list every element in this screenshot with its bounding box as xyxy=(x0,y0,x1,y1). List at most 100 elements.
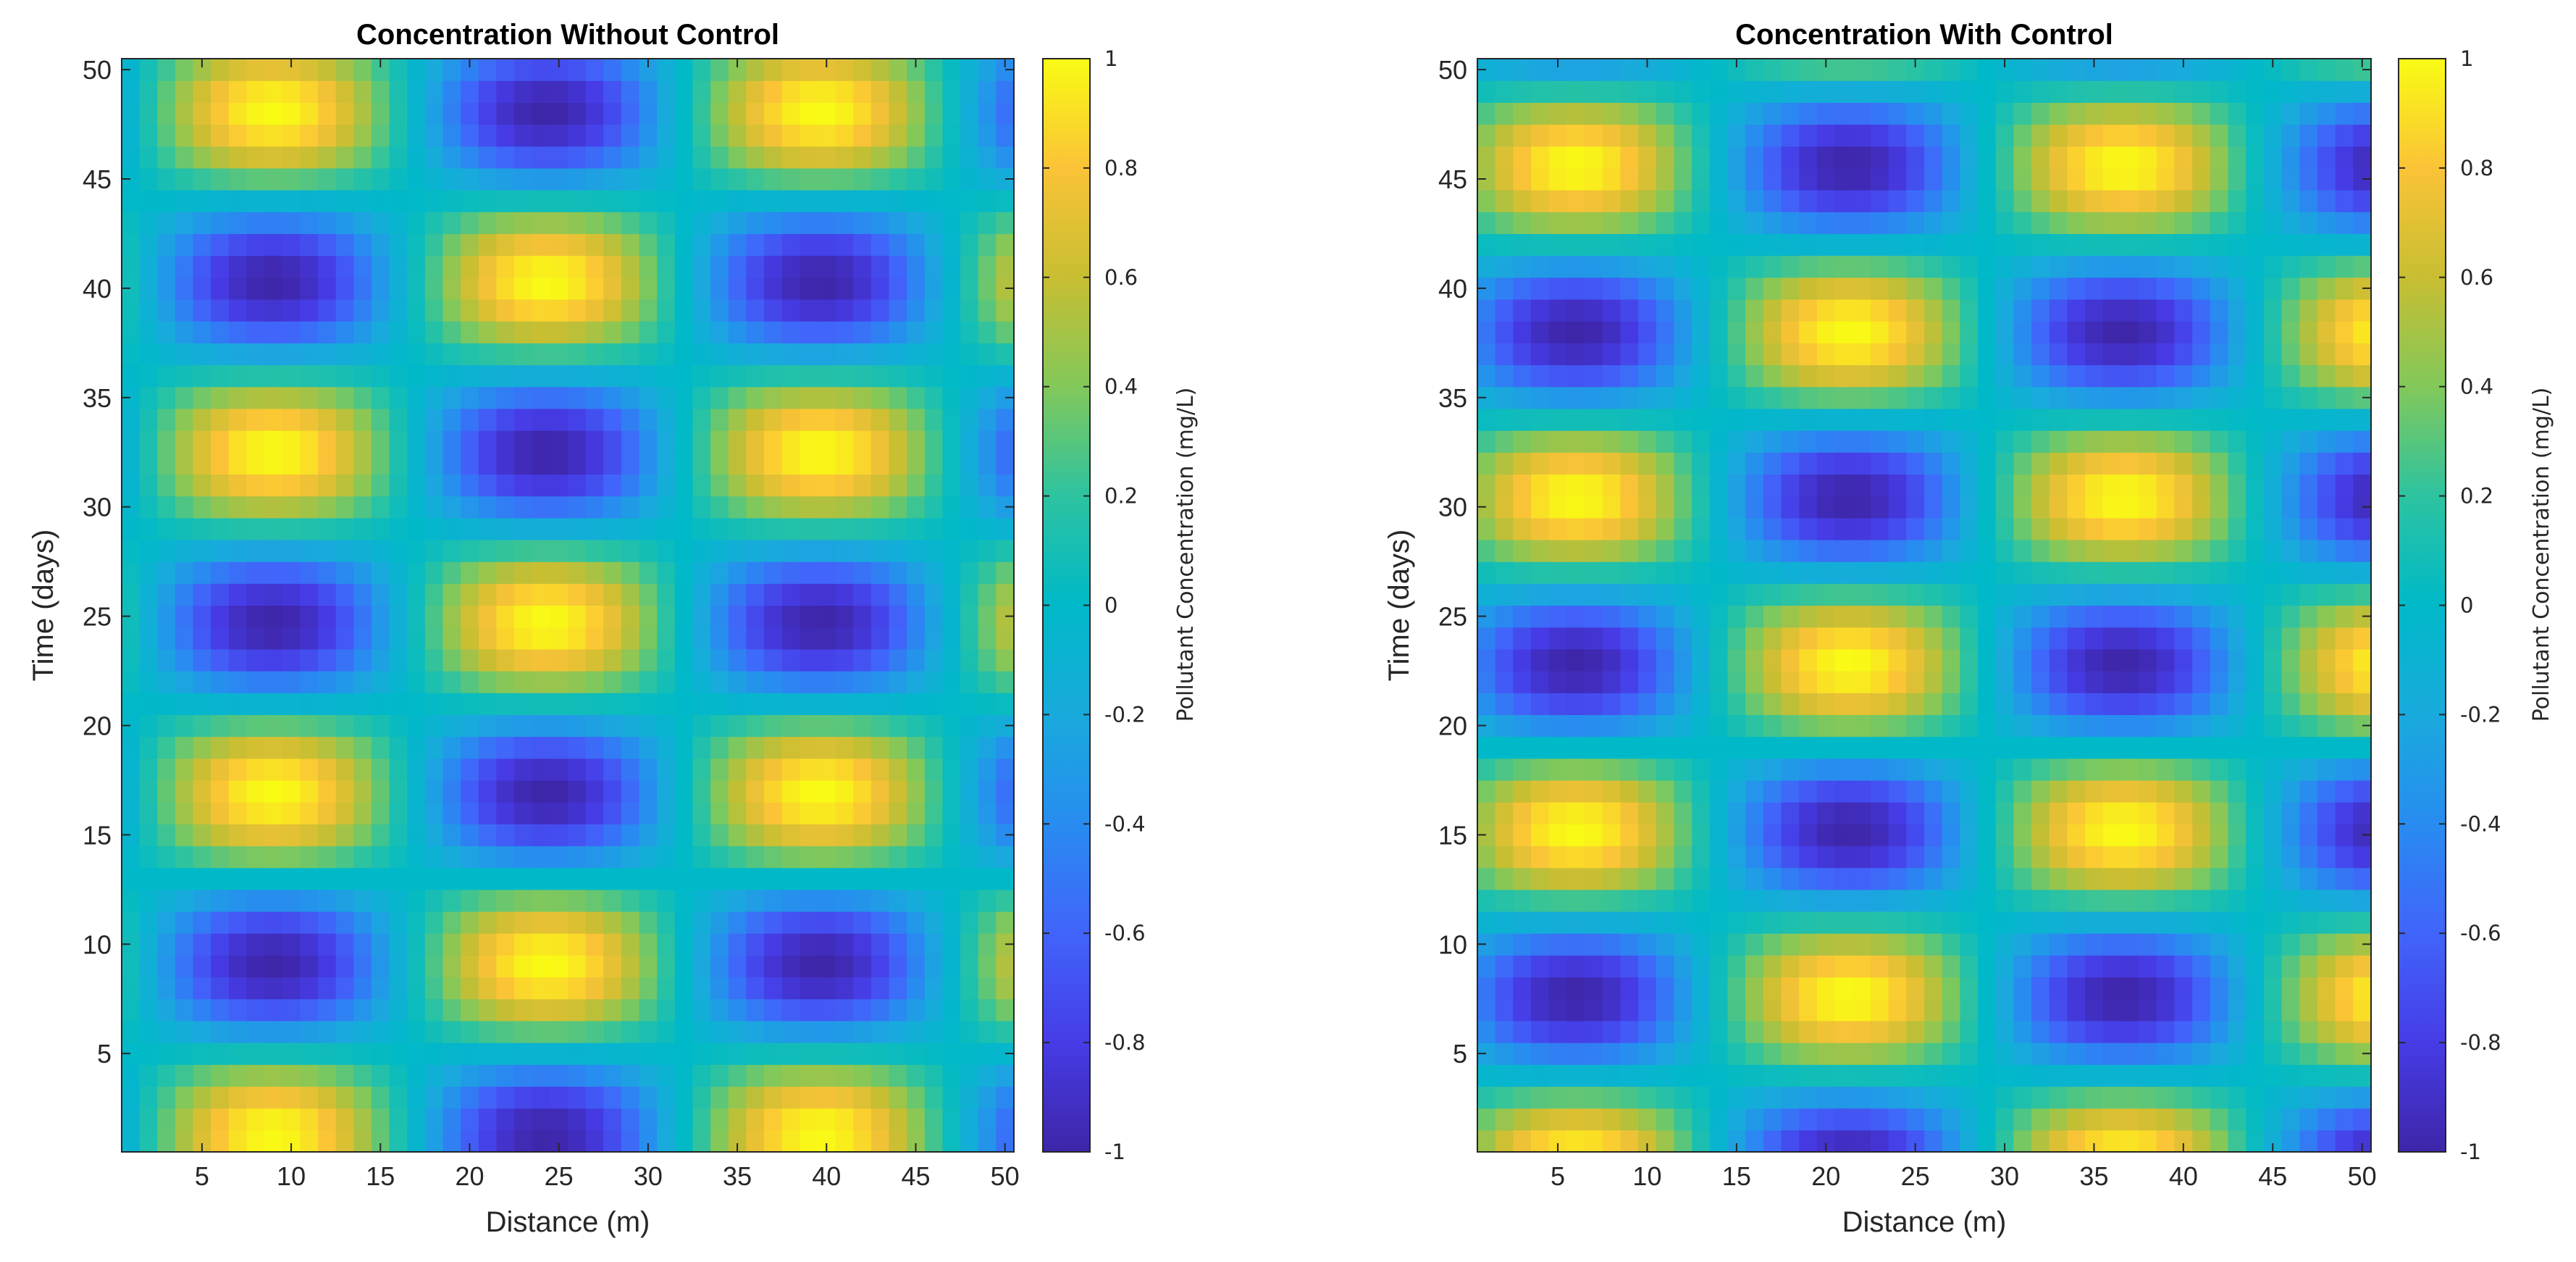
heatmap-cell xyxy=(2067,1129,2086,1153)
heatmap-cell xyxy=(550,824,569,847)
heatmap-cell xyxy=(2013,648,2032,672)
heatmap-cell xyxy=(674,539,694,562)
heatmap-cell xyxy=(1531,233,1550,256)
heatmap-cell xyxy=(1995,911,2014,934)
heatmap-cell xyxy=(1513,386,1532,409)
heatmap-cell xyxy=(478,343,498,366)
heatmap-cell xyxy=(335,977,354,1000)
heatmap-cell xyxy=(764,364,783,388)
heatmap-cell xyxy=(853,977,872,1000)
heatmap-cell xyxy=(1763,1108,1782,1131)
heatmap-cell xyxy=(514,343,533,366)
heatmap-cell xyxy=(942,124,961,147)
heatmap-cell xyxy=(2013,59,2032,81)
heatmap-cell xyxy=(532,802,550,824)
heatmap-cell xyxy=(2049,583,2068,606)
heatmap-cell xyxy=(335,889,354,912)
heatmap-cell xyxy=(800,80,818,103)
heatmap-cell xyxy=(889,1020,907,1043)
heatmap-cell xyxy=(1834,102,1853,125)
heatmap-cell xyxy=(1656,124,1675,147)
heatmap-cell xyxy=(139,867,158,890)
heatmap-cell xyxy=(1692,1020,1711,1043)
heatmap-cell xyxy=(550,539,569,562)
heatmap-cell xyxy=(1816,496,1836,519)
heatmap-cell xyxy=(300,605,319,628)
heatmap-cell xyxy=(389,977,408,1000)
heatmap-cell xyxy=(1548,539,1567,562)
heatmap-cell xyxy=(2210,255,2229,278)
heatmap-cell xyxy=(1995,693,2014,715)
heatmap-cell xyxy=(461,933,479,956)
heatmap-cell xyxy=(300,998,319,1021)
heatmap-cell xyxy=(1566,583,1585,606)
heatmap-cell xyxy=(603,212,622,235)
heatmap-cell xyxy=(514,1086,533,1109)
heatmap-cell xyxy=(157,408,176,431)
heatmap-cell xyxy=(1692,889,1711,912)
heatmap-cell xyxy=(2192,364,2211,388)
heatmap-cell xyxy=(228,364,248,388)
heatmap-cell xyxy=(550,714,569,737)
heatmap-cell xyxy=(2156,714,2176,737)
heatmap-cell xyxy=(1513,233,1532,256)
heatmap-cell xyxy=(139,671,158,693)
heatmap-cell xyxy=(1620,867,1639,890)
heatmap-cell xyxy=(1566,998,1585,1021)
heatmap-cell xyxy=(2210,167,2229,191)
heatmap-cell xyxy=(1978,1020,1997,1043)
heatmap-cell xyxy=(710,627,729,650)
heatmap-cell xyxy=(264,671,283,693)
heatmap-cell xyxy=(300,59,319,81)
heatmap-cell xyxy=(264,102,283,125)
heatmap-cell xyxy=(1656,736,1675,759)
heatmap-cell xyxy=(1602,977,1621,1000)
heatmap-cell xyxy=(2263,124,2283,147)
heatmap-cell xyxy=(889,1086,907,1109)
heatmap-cell xyxy=(122,102,140,125)
heatmap-cell xyxy=(442,845,461,869)
heatmap-cell xyxy=(461,955,479,978)
heatmap-cell xyxy=(496,998,515,1021)
heatmap-cell xyxy=(1960,539,1979,562)
heatmap-cell xyxy=(2246,998,2265,1021)
heatmap-cell xyxy=(461,146,479,169)
heatmap-cell xyxy=(728,845,747,869)
heatmap-cell xyxy=(568,59,587,81)
heatmap-cell xyxy=(960,824,979,847)
heatmap-cell xyxy=(960,605,979,628)
heatmap-cell xyxy=(1816,343,1836,366)
heatmap-cell xyxy=(2085,1086,2104,1109)
heatmap-cell xyxy=(1477,758,1496,781)
heatmap-cell xyxy=(2263,605,2283,628)
heatmap-cell xyxy=(193,364,211,388)
heatmap-cell xyxy=(692,59,711,81)
heatmap-cell xyxy=(1656,255,1675,278)
heatmap-cell xyxy=(139,583,158,606)
heatmap-cell xyxy=(550,758,569,781)
heatmap-cell xyxy=(318,496,337,519)
heatmap-cell xyxy=(924,1108,944,1131)
heatmap-cell xyxy=(442,911,461,934)
heatmap-cell xyxy=(1834,364,1853,388)
heatmap-cell xyxy=(300,1086,319,1109)
heatmap-cell xyxy=(2317,605,2336,628)
heatmap-cell xyxy=(282,627,301,650)
heatmap-cell xyxy=(1495,758,1514,781)
heatmap-cell xyxy=(1995,102,2014,125)
heatmap-cell xyxy=(442,190,461,212)
heatmap-cell xyxy=(1620,1108,1639,1131)
heatmap-cell xyxy=(282,124,301,147)
heatmap-cell xyxy=(603,1064,622,1087)
heatmap-cell xyxy=(568,102,587,125)
heatmap-cell xyxy=(1995,998,2014,1021)
heatmap-cell xyxy=(585,59,604,81)
heatmap-cell xyxy=(1745,321,1764,343)
heatmap-cell xyxy=(1709,736,1729,759)
heatmap-cell xyxy=(728,627,747,650)
heatmap-cell xyxy=(1763,671,1782,693)
heatmap-cell xyxy=(228,167,248,191)
heatmap-cell xyxy=(585,321,604,343)
heatmap-cell xyxy=(282,736,301,759)
heatmap-cell xyxy=(2192,1108,2211,1131)
